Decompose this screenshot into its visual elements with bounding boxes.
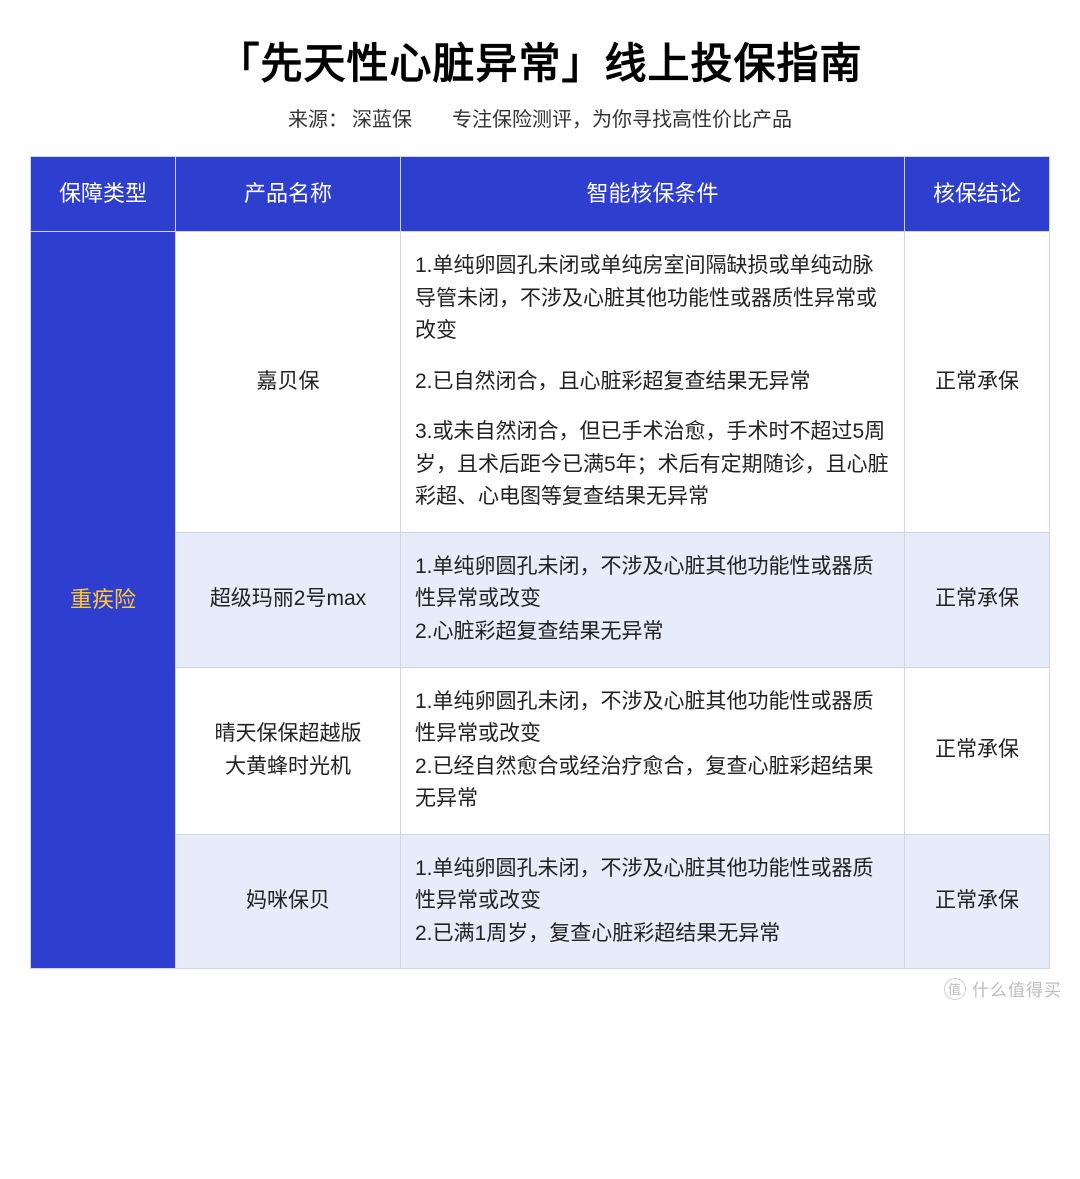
source-name: 深蓝保 <box>352 109 412 131</box>
table-row: 重疾险嘉贝保1.单纯卵圆孔未闭或单纯房室间隔缺损或单纯动脉导管未闭，不涉及心脏其… <box>31 232 1050 533</box>
condition-line: 2.已自然闭合，且心脏彩超复查结果无异常 <box>415 366 890 399</box>
table-row: 晴天保保超越版大黄蜂时光机1.单纯卵圆孔未闭，不涉及心脏其他功能性或器质性异常或… <box>31 667 1050 834</box>
watermark-badge: 值 <box>944 978 966 1000</box>
table-body: 重疾险嘉贝保1.单纯卵圆孔未闭或单纯房室间隔缺损或单纯动脉导管未闭，不涉及心脏其… <box>31 232 1050 969</box>
condition-line: 3.或未自然闭合，但已手术治愈，手术时不超过5周岁，且术后距今已满5年；术后有定… <box>415 416 890 514</box>
source-label: 来源： <box>288 109 348 131</box>
condition-cell: 1.单纯卵圆孔未闭，不涉及心脏其他功能性或器质性异常或改变2.已经自然愈合或经治… <box>401 667 905 834</box>
product-name-cell: 嘉贝保 <box>176 232 401 533</box>
condition-line: 1.单纯卵圆孔未闭，不涉及心脏其他功能性或器质性异常或改变 <box>415 853 890 918</box>
col-header-type: 保障类型 <box>31 157 176 232</box>
table-header-row: 保障类型 产品名称 智能核保条件 核保结论 <box>31 157 1050 232</box>
condition-line: 1.单纯卵圆孔未闭，不涉及心脏其他功能性或器质性异常或改变 <box>415 551 890 616</box>
table-row: 妈咪保贝1.单纯卵圆孔未闭，不涉及心脏其他功能性或器质性异常或改变2.已满1周岁… <box>31 834 1050 969</box>
condition-line: 2.已经自然愈合或经治疗愈合，复查心脏彩超结果无异常 <box>415 751 890 816</box>
col-header-name: 产品名称 <box>176 157 401 232</box>
page-container: 「先天性心脏异常」线上投保指南 来源：深蓝保专注保险测评，为你寻找高性价比产品 … <box>0 0 1080 1009</box>
condition-line: 1.单纯卵圆孔未闭或单纯房室间隔缺损或单纯动脉导管未闭，不涉及心脏其他功能性或器… <box>415 250 890 348</box>
result-cell: 正常承保 <box>905 532 1050 667</box>
insurance-table: 保障类型 产品名称 智能核保条件 核保结论 重疾险嘉贝保1.单纯卵圆孔未闭或单纯… <box>30 156 1050 969</box>
source-tagline: 专注保险测评，为你寻找高性价比产品 <box>452 109 792 131</box>
condition-line: 1.单纯卵圆孔未闭，不涉及心脏其他功能性或器质性异常或改变 <box>415 686 890 751</box>
product-name-cell: 超级玛丽2号max <box>176 532 401 667</box>
result-cell: 正常承保 <box>905 667 1050 834</box>
result-cell: 正常承保 <box>905 232 1050 533</box>
watermark-text: 什么值得买 <box>972 976 1062 1001</box>
col-header-cond: 智能核保条件 <box>401 157 905 232</box>
watermark: 值 什么值得买 <box>944 976 1062 1001</box>
table-row: 超级玛丽2号max1.单纯卵圆孔未闭，不涉及心脏其他功能性或器质性异常或改变2.… <box>31 532 1050 667</box>
page-title: 「先天性心脏异常」线上投保指南 <box>30 30 1050 91</box>
condition-line: 2.心脏彩超复查结果无异常 <box>415 616 890 649</box>
col-header-result: 核保结论 <box>905 157 1050 232</box>
result-cell: 正常承保 <box>905 834 1050 969</box>
product-name-cell: 妈咪保贝 <box>176 834 401 969</box>
condition-cell: 1.单纯卵圆孔未闭，不涉及心脏其他功能性或器质性异常或改变2.心脏彩超复查结果无… <box>401 532 905 667</box>
condition-cell: 1.单纯卵圆孔未闭或单纯房室间隔缺损或单纯动脉导管未闭，不涉及心脏其他功能性或器… <box>401 232 905 533</box>
subtitle-line: 来源：深蓝保 专注保险测评，为你寻找高性价比产品 <box>30 103 1050 132</box>
category-cell: 重疾险 <box>31 232 176 969</box>
condition-line: 2.已满1周岁，复查心脏彩超结果无异常 <box>415 918 890 951</box>
product-name-cell: 晴天保保超越版大黄蜂时光机 <box>176 667 401 834</box>
condition-cell: 1.单纯卵圆孔未闭，不涉及心脏其他功能性或器质性异常或改变2.已满1周岁，复查心… <box>401 834 905 969</box>
